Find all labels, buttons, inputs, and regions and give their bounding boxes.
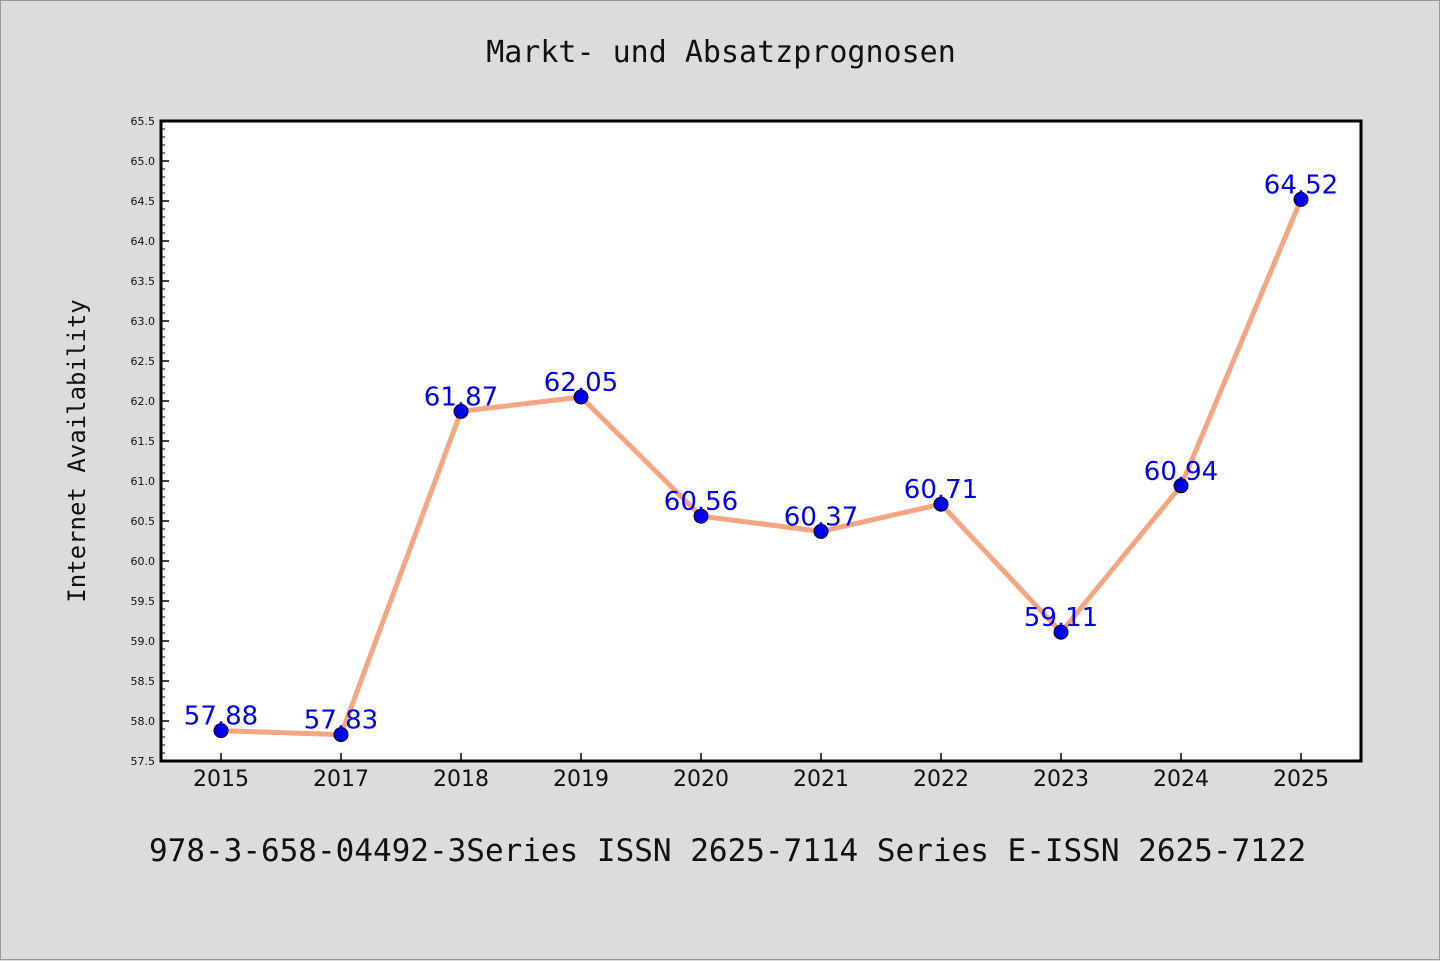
y-tick-label: 62.5 bbox=[131, 355, 156, 368]
x-tick-label: 2025 bbox=[1273, 767, 1329, 792]
data-label: 60.94 bbox=[1144, 457, 1218, 487]
y-tick-label: 65.5 bbox=[131, 115, 156, 128]
y-tick-label: 62.0 bbox=[131, 395, 156, 408]
data-point bbox=[813, 523, 829, 539]
data-point bbox=[693, 508, 709, 524]
data-point bbox=[933, 496, 949, 512]
y-tick-label: 63.0 bbox=[131, 315, 156, 328]
data-label: 60.37 bbox=[784, 502, 858, 532]
data-label: 64.52 bbox=[1264, 170, 1338, 200]
series-line bbox=[218, 196, 1304, 738]
data-label: 62.05 bbox=[544, 368, 618, 398]
data-point bbox=[1173, 478, 1189, 494]
data-label: 57.88 bbox=[184, 702, 258, 732]
data-point bbox=[573, 389, 589, 405]
data-label: 59.11 bbox=[1024, 603, 1098, 633]
y-tick-label: 61.0 bbox=[131, 475, 156, 488]
plot-area bbox=[159, 119, 1363, 763]
y-tick-label: 59.0 bbox=[131, 635, 156, 648]
data-point bbox=[453, 403, 469, 419]
data-label: 60.56 bbox=[664, 487, 738, 517]
x-tick-label: 2019 bbox=[553, 767, 609, 792]
data-point bbox=[333, 727, 349, 743]
y-tick-label: 60.5 bbox=[131, 515, 156, 528]
y-tick-label: 65.0 bbox=[131, 155, 156, 168]
data-label: 60.71 bbox=[904, 475, 978, 505]
x-tick-label: 2022 bbox=[913, 767, 969, 792]
y-tick-label: 63.5 bbox=[131, 275, 156, 288]
data-point bbox=[213, 723, 229, 739]
y-tick-label: 64.0 bbox=[131, 235, 156, 248]
y-tick-label: 61.5 bbox=[131, 435, 156, 448]
x-tick-label: 2017 bbox=[313, 767, 369, 792]
data-label: 61.87 bbox=[424, 382, 498, 412]
x-tick-label: 2018 bbox=[433, 767, 489, 792]
y-tick-label: 58.0 bbox=[131, 715, 156, 728]
data-point bbox=[1293, 191, 1309, 207]
y-tick-label: 64.5 bbox=[131, 195, 156, 208]
x-tick-label: 2015 bbox=[193, 767, 249, 792]
y-tick-label: 59.5 bbox=[131, 595, 156, 608]
footer-text: 978-3-658-04492-3Series ISSN 2625-7114 S… bbox=[149, 833, 1307, 869]
x-tick-label: 2024 bbox=[1153, 767, 1209, 792]
data-point bbox=[1053, 624, 1069, 640]
y-axis-label: Internet Availability bbox=[63, 299, 91, 602]
x-tick-label: 2023 bbox=[1033, 767, 1089, 792]
chart-title: Markt- und Absatzprognosen bbox=[486, 35, 956, 70]
x-tick-label: 2020 bbox=[673, 767, 729, 792]
y-tick-label: 58.5 bbox=[131, 675, 156, 688]
y-tick-label: 57.5 bbox=[131, 755, 156, 768]
y-tick-label: 60.0 bbox=[131, 555, 156, 568]
x-tick-label: 2021 bbox=[793, 767, 849, 792]
data-label: 57.83 bbox=[304, 706, 378, 736]
